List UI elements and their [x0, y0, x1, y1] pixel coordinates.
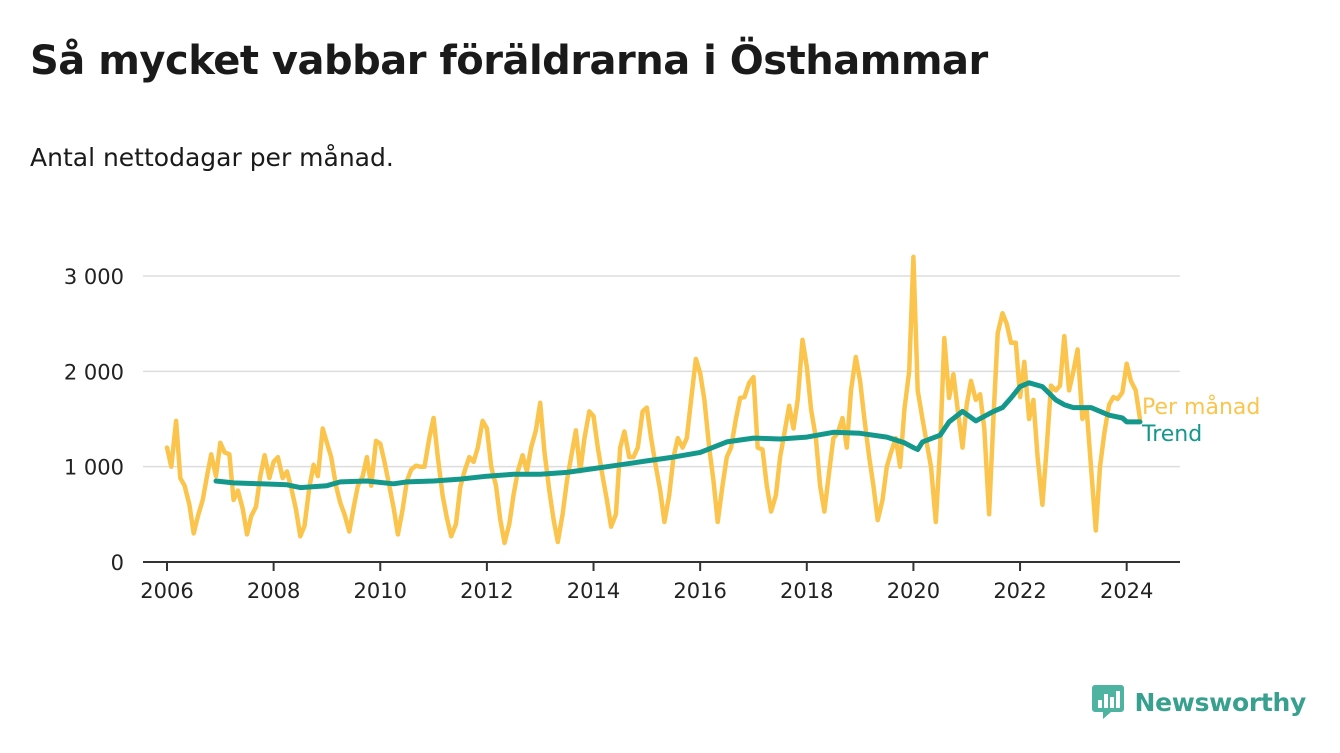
- x-tick-label: 2022: [993, 579, 1046, 603]
- x-tick-label: 2024: [1100, 579, 1153, 603]
- y-tick-label: 1 000: [64, 456, 124, 480]
- x-tick-label: 2014: [567, 579, 620, 603]
- x-tick-label: 2016: [673, 579, 726, 603]
- y-tick-label: 2 000: [64, 360, 124, 384]
- brand[interactable]: Newsworthy: [1091, 683, 1307, 721]
- x-tick-label: 2006: [140, 579, 193, 603]
- series-line-trend: [213, 380, 1143, 491]
- legend-label-trend: Trend: [1141, 422, 1202, 447]
- newsworthy-logo-icon: [1091, 685, 1124, 719]
- series-line-per-month: [164, 254, 1143, 546]
- brand-name: Newsworthy: [1134, 687, 1307, 717]
- axes: 0 1 000 2 000 3 000 2006 2008 2010 2012 2014 2016…: [64, 265, 1180, 603]
- y-tick-label: 0: [111, 551, 124, 575]
- y-tick-label: 3 000: [64, 265, 124, 289]
- x-tick-label: 2008: [247, 579, 300, 603]
- x-tick-label: 2018: [780, 579, 833, 603]
- x-tick-label: 2010: [354, 579, 407, 603]
- x-tick-label: 2012: [460, 579, 513, 603]
- legend-label-per-month: Per månad: [1142, 394, 1260, 420]
- chart-title: Så mycket vabbar föräldrarna i Östhammar: [30, 38, 988, 84]
- x-tick-label: 2020: [887, 579, 940, 603]
- series-lines: [164, 254, 1143, 546]
- chart-subtitle: Antal nettodagar per månad.: [30, 143, 394, 172]
